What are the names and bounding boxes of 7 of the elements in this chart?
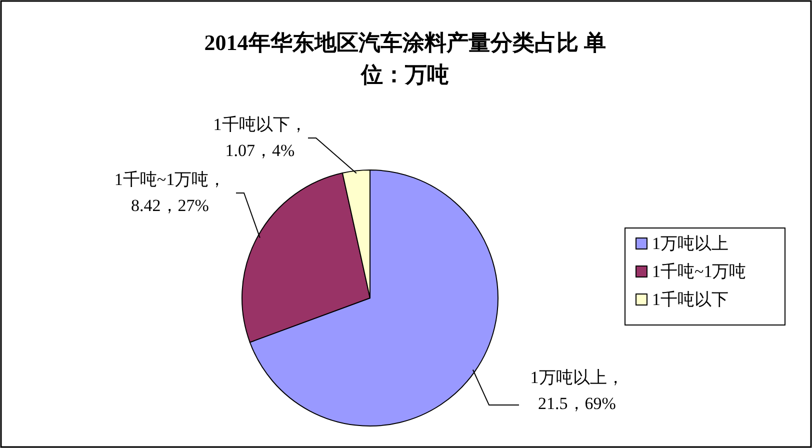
data-label: 1千吨~1万吨，8.42，27%: [114, 170, 226, 215]
data-label: 1千吨以下，1.07，4%: [213, 115, 307, 160]
data-label: 1万吨以上，21.5，69%: [530, 368, 624, 413]
legend-label: 1千吨以下: [652, 290, 728, 309]
legend-label: 1万吨以上: [652, 234, 728, 253]
chart-title: 2014年华东地区汽车涂料产量分类占比 单位：万吨: [204, 30, 606, 87]
legend-label: 1千吨~1万吨: [652, 262, 746, 281]
